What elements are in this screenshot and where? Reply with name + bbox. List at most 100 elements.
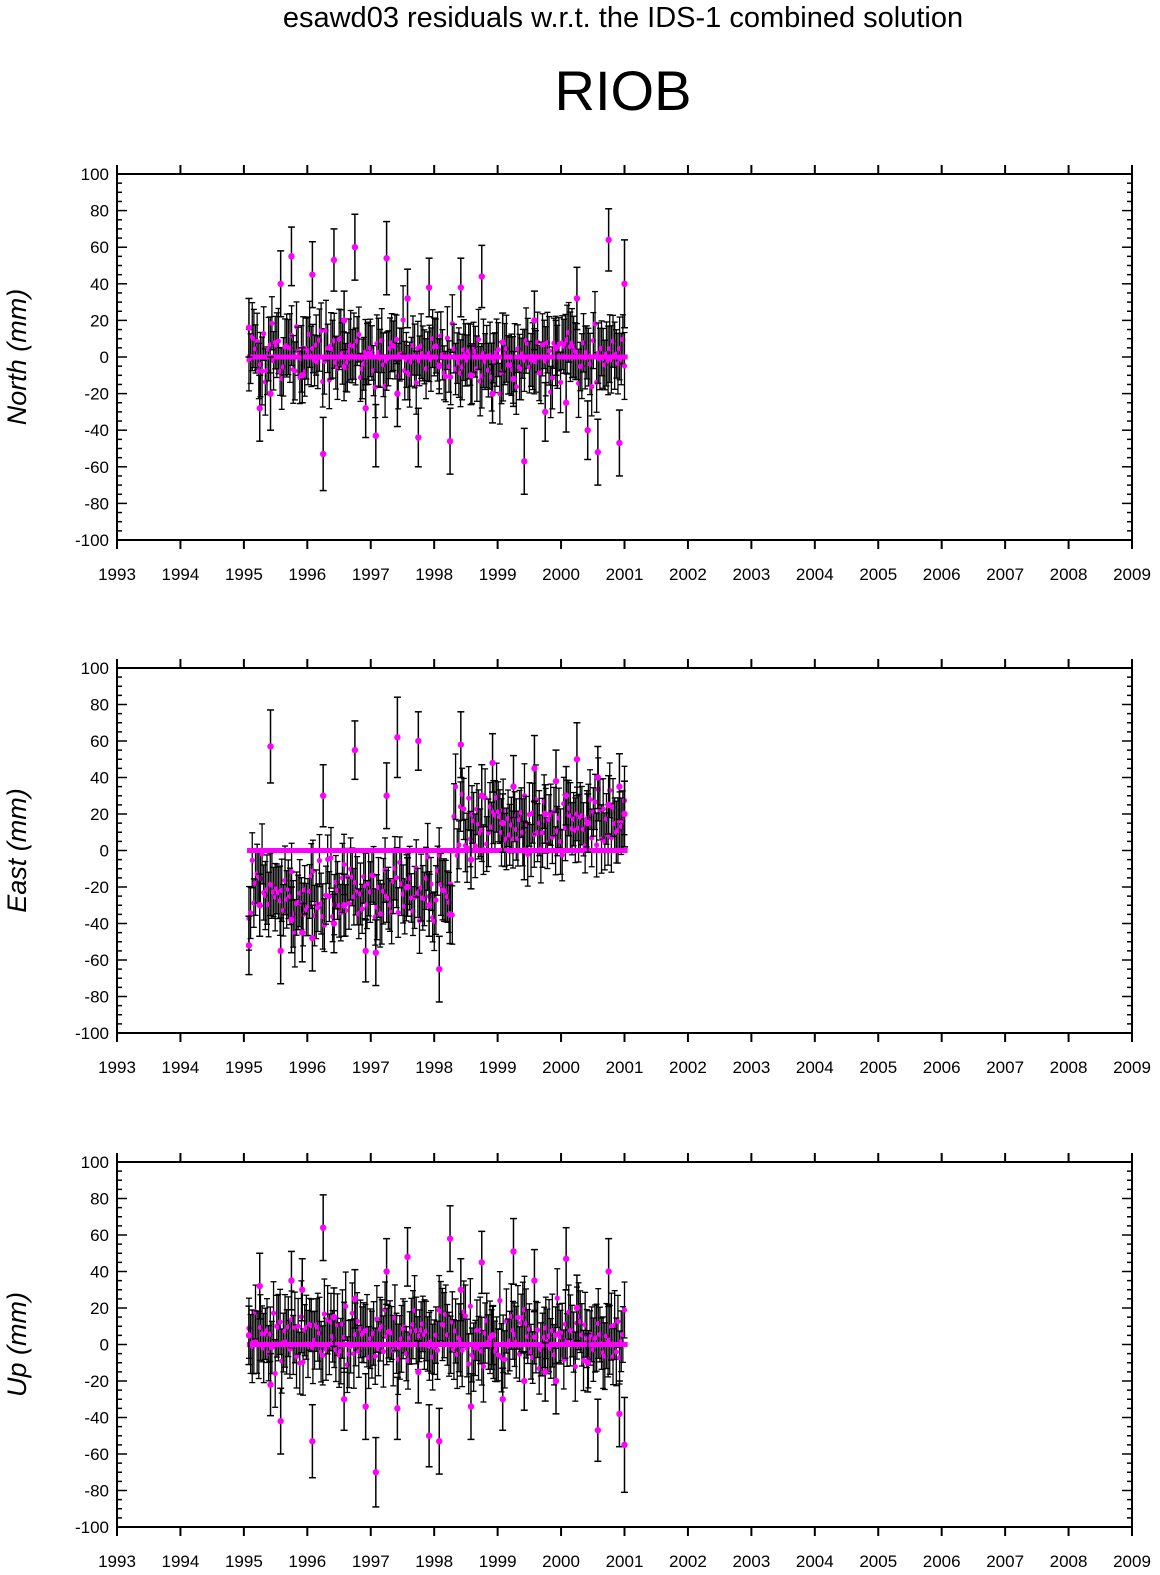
y-tick-label: 60 bbox=[90, 1226, 109, 1245]
x-tick-label: 2009 bbox=[1113, 565, 1151, 584]
data-point bbox=[515, 1314, 521, 1320]
x-tick-label: 1996 bbox=[288, 1552, 326, 1571]
data-point bbox=[546, 348, 552, 354]
data-point bbox=[613, 1349, 619, 1355]
data-point bbox=[436, 965, 443, 973]
data-point bbox=[542, 810, 549, 818]
data-point bbox=[446, 437, 454, 445]
data-point bbox=[616, 1410, 623, 1418]
data-point bbox=[380, 1348, 387, 1355]
data-point bbox=[480, 1363, 487, 1369]
data-point bbox=[462, 1313, 469, 1319]
data-point bbox=[300, 1359, 306, 1365]
data-point bbox=[288, 916, 295, 924]
data-point bbox=[452, 784, 459, 790]
data-point bbox=[330, 1313, 338, 1321]
data-point bbox=[288, 869, 295, 875]
data-point bbox=[370, 872, 377, 878]
x-tick-label: 2001 bbox=[606, 1552, 644, 1571]
data-point bbox=[383, 1268, 390, 1275]
data-point bbox=[330, 920, 338, 927]
x-tick-label: 1999 bbox=[479, 1058, 517, 1077]
data-point bbox=[393, 874, 400, 881]
data-point bbox=[457, 284, 465, 291]
data-point bbox=[502, 1356, 508, 1362]
x-tick-label: 1995 bbox=[225, 1058, 263, 1077]
data-point bbox=[459, 1347, 465, 1353]
y-tick-label: -100 bbox=[75, 1518, 109, 1537]
y-tick-label: 40 bbox=[90, 769, 109, 788]
x-tick-label: 2006 bbox=[923, 1552, 961, 1571]
x-tick-label: 1993 bbox=[98, 565, 136, 584]
x-tick-label: 2001 bbox=[606, 1058, 644, 1077]
data-point bbox=[372, 1469, 380, 1476]
x-tick-label: 2006 bbox=[923, 1058, 961, 1077]
y-tick-label: -40 bbox=[84, 1409, 109, 1428]
data-point bbox=[513, 384, 519, 390]
data-point bbox=[434, 1347, 441, 1353]
y-axis-label: Up (mm) bbox=[2, 1292, 32, 1397]
data-point bbox=[499, 819, 506, 827]
data-point bbox=[372, 949, 380, 956]
y-tick-label: -100 bbox=[75, 1024, 109, 1043]
data-point bbox=[259, 368, 265, 374]
data-point bbox=[374, 1316, 380, 1322]
data-point bbox=[534, 1327, 541, 1333]
data-point bbox=[573, 295, 581, 302]
data-point bbox=[478, 792, 485, 799]
data-point bbox=[351, 746, 359, 754]
x-tick-label: 1999 bbox=[479, 565, 517, 584]
y-tick-label: 80 bbox=[90, 202, 109, 221]
data-point bbox=[277, 1417, 284, 1425]
data-point bbox=[443, 373, 449, 380]
data-point bbox=[343, 1303, 349, 1309]
x-tick-label: 1995 bbox=[225, 565, 263, 584]
x-tick-label: 2004 bbox=[796, 565, 834, 584]
data-point bbox=[245, 1332, 253, 1339]
y-tick-label: -80 bbox=[84, 1482, 109, 1501]
y-tick-label: -40 bbox=[84, 421, 109, 440]
x-tick-label: 2000 bbox=[542, 1058, 580, 1077]
station-title: RIOB bbox=[554, 59, 692, 122]
y-tick-label: 20 bbox=[90, 805, 109, 824]
data-point bbox=[552, 777, 560, 785]
x-tick-label: 2008 bbox=[1050, 1552, 1088, 1571]
data-point bbox=[256, 902, 263, 909]
data-point bbox=[525, 851, 531, 858]
x-tick-label: 2001 bbox=[606, 565, 644, 584]
data-point bbox=[573, 756, 581, 763]
data-point bbox=[309, 271, 316, 278]
x-tick-label: 1998 bbox=[415, 565, 453, 584]
data-point bbox=[539, 830, 546, 836]
y-tick-label: 40 bbox=[90, 275, 109, 294]
data-point bbox=[499, 339, 506, 346]
data-point bbox=[328, 855, 334, 861]
data-point bbox=[467, 372, 475, 379]
data-point bbox=[495, 347, 501, 353]
y-tick-label: 0 bbox=[100, 842, 109, 861]
data-point bbox=[562, 399, 570, 406]
data-point bbox=[395, 909, 401, 916]
x-tick-label: 2002 bbox=[669, 1058, 707, 1077]
data-point bbox=[330, 256, 338, 264]
data-point bbox=[584, 819, 591, 827]
y-axis-label: North (mm) bbox=[2, 289, 32, 426]
data-point bbox=[267, 743, 274, 750]
x-tick-label: 2000 bbox=[542, 565, 580, 584]
data-point bbox=[425, 284, 433, 291]
data-point bbox=[293, 1353, 300, 1360]
data-point bbox=[256, 405, 263, 412]
x-tick-label: 1999 bbox=[479, 1552, 517, 1571]
data-point bbox=[446, 1235, 454, 1242]
y-tick-label: 40 bbox=[90, 1263, 109, 1282]
data-point bbox=[404, 883, 411, 891]
data-point bbox=[467, 856, 475, 863]
plot-panel-up: 1993 1994 1995 1996 1997 1998 1999 2000 2001 2002… bbox=[2, 1153, 1151, 1571]
data-point bbox=[288, 253, 295, 260]
data-point bbox=[356, 331, 362, 338]
y-tick-label: -60 bbox=[84, 458, 109, 477]
data-point bbox=[349, 1310, 355, 1316]
data-point bbox=[270, 1310, 277, 1316]
x-tick-label: 1996 bbox=[288, 1058, 326, 1077]
